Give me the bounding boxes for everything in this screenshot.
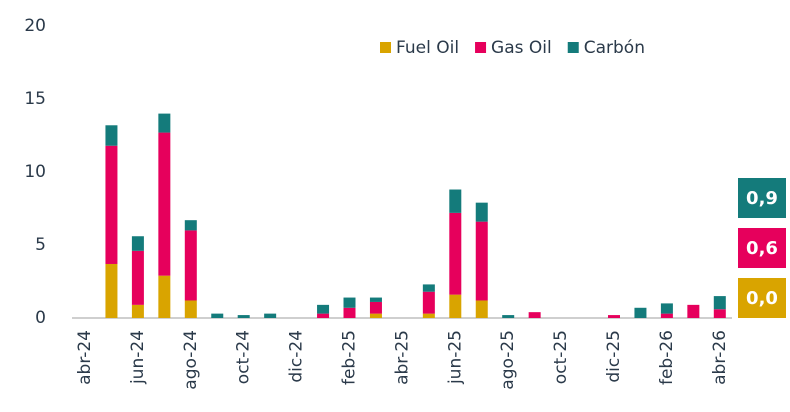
bar-segment <box>131 304 144 318</box>
bar-segment <box>369 313 382 318</box>
bar-segment <box>422 291 435 314</box>
x-tick-label: abr-25 <box>392 330 412 385</box>
bar-segment <box>713 309 726 318</box>
x-tick-label: jun-25 <box>445 330 465 385</box>
value-label-box <box>738 278 786 318</box>
bar-segment <box>158 132 171 276</box>
value-label: 0,9 <box>746 188 778 209</box>
bar-segment <box>502 315 515 318</box>
value-label-box <box>738 178 786 218</box>
x-tick-label: oct-24 <box>234 330 254 384</box>
legend-swatch <box>380 42 391 53</box>
legend-label: Carbón <box>584 38 645 58</box>
bar-segment <box>211 313 224 318</box>
bar-segment <box>449 189 462 213</box>
bar-segment <box>660 313 673 318</box>
legend-label: Gas Oil <box>491 38 552 58</box>
bar-segment <box>475 300 488 318</box>
x-tick-label: dic-24 <box>287 330 307 383</box>
y-tick-label: 20 <box>24 16 46 36</box>
bar-segment <box>158 113 171 133</box>
bar-segment <box>528 312 541 318</box>
bar-segment <box>422 284 435 292</box>
bar-segment <box>475 221 488 301</box>
bar-segment <box>449 294 462 318</box>
bar-segment <box>449 212 462 295</box>
x-tick-label: feb-26 <box>657 330 677 385</box>
legend-label: Fuel Oil <box>396 38 459 58</box>
bar-segment <box>475 202 488 222</box>
y-tick-label: 15 <box>24 89 46 109</box>
x-tick-label: dic-25 <box>604 330 624 383</box>
bar-segment <box>422 313 435 318</box>
bar-segment <box>687 304 700 318</box>
bar-segment <box>158 275 171 318</box>
bar-segment <box>264 313 277 318</box>
bar-segment <box>184 230 197 301</box>
x-tick-label: abr-26 <box>710 330 730 385</box>
value-label: 0,0 <box>746 288 778 309</box>
x-tick-label: ago-25 <box>498 330 518 390</box>
bar-segment <box>184 220 197 231</box>
bar-segment <box>713 296 726 310</box>
bar-segment <box>105 145 118 264</box>
bar-segment <box>343 297 356 308</box>
bar-segment <box>343 307 356 318</box>
y-tick-label: 5 <box>35 235 46 255</box>
x-tick-label: jun-24 <box>128 330 148 385</box>
bar-segment <box>369 297 382 302</box>
bar-segment <box>131 250 144 305</box>
value-label: 0,6 <box>746 238 778 259</box>
legend-swatch <box>567 42 579 53</box>
bar-segment <box>317 313 330 318</box>
x-tick-label: feb-25 <box>340 330 360 385</box>
bar-segment <box>369 301 382 314</box>
bar-segment <box>608 315 620 318</box>
bar-segment <box>131 236 144 251</box>
bar-segment <box>105 125 118 146</box>
x-tick-label: ago-24 <box>181 330 201 390</box>
bar-segment <box>634 307 647 318</box>
bar-segment <box>237 315 250 318</box>
y-tick-label: 10 <box>24 162 46 182</box>
bar-segment <box>660 303 673 314</box>
y-tick-label: 0 <box>35 308 46 328</box>
bar-segment <box>317 304 330 314</box>
bar-segment <box>184 300 197 318</box>
x-tick-label: abr-24 <box>75 330 95 385</box>
value-label-box <box>738 228 786 268</box>
legend-swatch <box>475 42 487 53</box>
bar-segment <box>105 263 118 318</box>
x-tick-label: oct-25 <box>551 330 571 384</box>
